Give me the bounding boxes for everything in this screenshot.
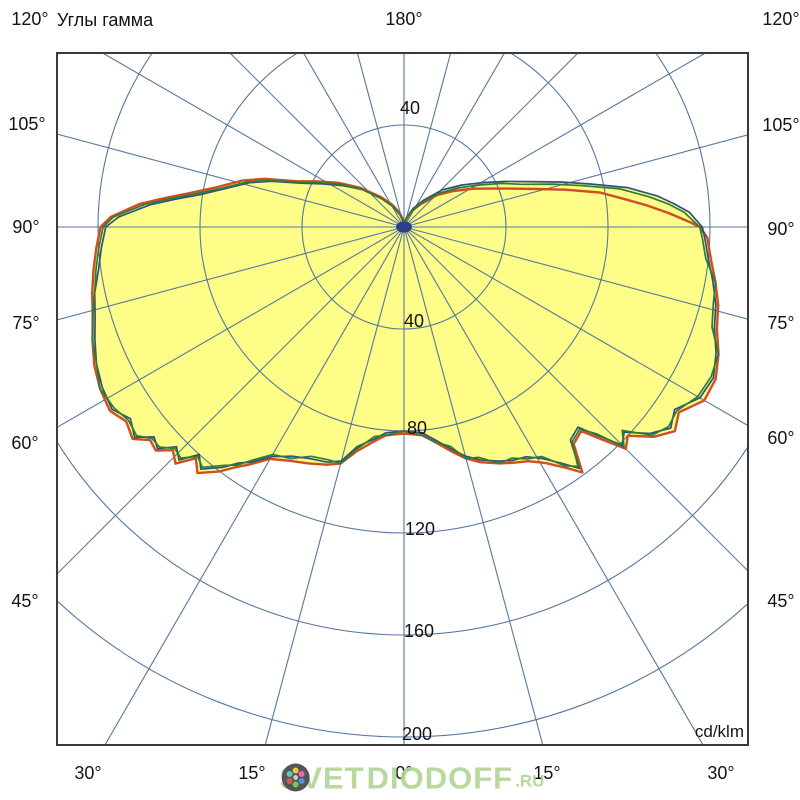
watermark-logo-icon — [281, 763, 310, 792]
radial-tick-label: 40 — [404, 311, 424, 331]
grid-spoke — [57, 226, 405, 428]
gamma-label-bottom: 0° — [395, 763, 413, 783]
grid-spoke — [403, 226, 704, 745]
radial-tick-label: 80 — [407, 418, 427, 438]
gamma-label-left: 120° — [11, 9, 49, 29]
gamma-label-right: 75° — [767, 313, 795, 333]
watermark-suffix: .RU — [515, 771, 545, 791]
grid-spoke — [403, 226, 748, 320]
gamma-label-left: 105° — [8, 114, 46, 134]
curve-red — [91, 177, 720, 475]
grid-circle — [301, 124, 507, 330]
grid-circle — [57, 440, 748, 636]
grid-spoke — [403, 53, 579, 228]
gamma-label-right: 60° — [767, 428, 795, 448]
origin-dot — [396, 221, 412, 233]
radial-tick-label: 160 — [404, 621, 434, 641]
grid-spoke — [229, 53, 405, 228]
gamma-label-left: 90° — [12, 217, 40, 237]
gamma-label-top: 180° — [385, 9, 423, 29]
gamma-label-right: 45° — [767, 591, 795, 611]
beam-fill — [92, 180, 719, 468]
plot-border — [56, 52, 749, 746]
gamma-label-left: 45° — [11, 591, 39, 611]
grid-spoke — [403, 53, 506, 228]
gamma-label-right: 105° — [762, 115, 800, 135]
radial-tick-labels: 40 40 80 120 160 200 — [400, 98, 435, 744]
grid-spoke — [57, 226, 405, 321]
grid-spoke — [403, 134, 748, 228]
gamma-label-left: 75° — [12, 313, 40, 333]
grid-spoke — [403, 53, 452, 228]
unit-label: cd/klm — [695, 722, 744, 741]
gamma-label-bottom: 30° — [74, 763, 102, 783]
radial-tick-label: 200 — [402, 724, 432, 744]
grid-spoke — [57, 226, 405, 575]
grid-circle — [97, 53, 711, 534]
chart-title: Углы гамма — [57, 10, 154, 30]
grid-spoke — [356, 53, 405, 228]
gamma-label-bottom: 15° — [533, 763, 561, 783]
grid-spoke — [403, 226, 748, 427]
grid-spoke — [403, 53, 707, 228]
radial-tick-label: 120 — [405, 519, 435, 539]
grid-spoke — [101, 53, 405, 228]
grid-spoke — [403, 226, 544, 745]
curve-green — [91, 179, 720, 469]
gamma-label-left: 60° — [11, 433, 39, 453]
radial-tick-label: 40 — [400, 98, 420, 118]
gamma-label-right: 120° — [762, 9, 800, 29]
grid-spoke — [264, 226, 405, 745]
gamma-label-right: 90° — [767, 219, 795, 239]
grid-spoke — [403, 226, 748, 572]
gamma-label-bottom: 15° — [238, 763, 266, 783]
gamma-label-bottom: 30° — [707, 763, 735, 783]
watermark: SVET DIODOFF .RU — [280, 763, 545, 794]
grid-spoke — [302, 53, 405, 228]
grid-spoke — [104, 226, 405, 745]
grid-circle — [57, 599, 748, 738]
watermark-middle: DIODOFF — [366, 760, 514, 796]
grid-spoke — [57, 133, 405, 228]
